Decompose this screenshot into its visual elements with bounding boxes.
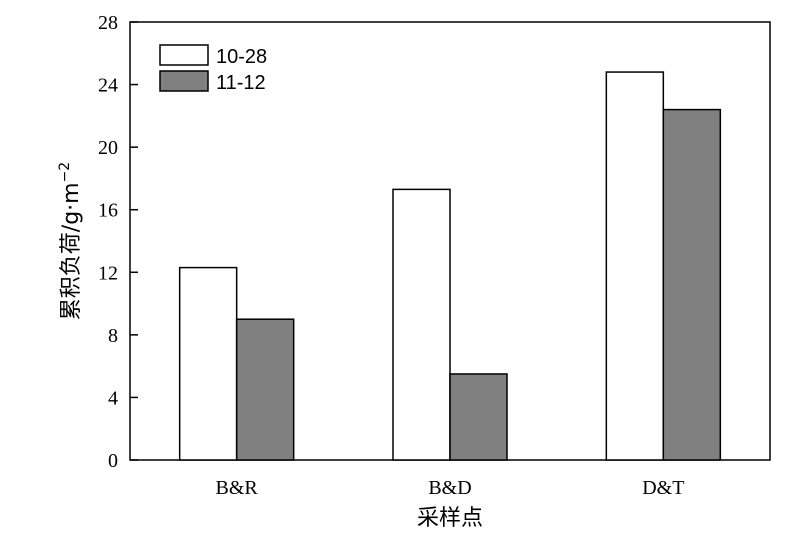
legend-label: 10-28	[216, 46, 267, 68]
y-axis-title: 累积负荷/g·m−2	[57, 162, 84, 320]
bar-10-28-B&D	[392, 188, 451, 461]
bar-11-12-D&T	[662, 108, 722, 461]
x-tick-label: B&R	[216, 477, 259, 499]
x-tick-label: D&T	[642, 477, 684, 499]
y-tick-label: 8	[108, 325, 118, 347]
y-axis-title-superscript: −2	[57, 162, 73, 183]
y-tick-label: 20	[98, 137, 118, 159]
y-tick-label: 16	[98, 200, 118, 222]
y-tick-label: 12	[98, 262, 118, 284]
x-tick-label: B&D	[428, 477, 471, 499]
bar-11-12-B&R	[235, 318, 295, 461]
bar-10-28-B&R	[178, 266, 238, 461]
y-axis: 0 4 8 12 16 20 24 28	[98, 12, 138, 472]
y-axis-title-main: 累积负荷/g·m	[59, 182, 84, 320]
y-axis-title-group: 累积负荷/g·m−2	[57, 162, 84, 320]
legend-label: 11-12	[216, 72, 266, 94]
y-tick-label: 28	[98, 12, 118, 34]
legend-swatch	[159, 70, 209, 92]
x-axis-title: 采样点	[417, 506, 483, 531]
bars	[178, 71, 722, 461]
y-tick-label: 24	[98, 75, 118, 97]
y-tick-label: 4	[108, 387, 118, 409]
bar-10-28-D&T	[605, 71, 665, 461]
y-tick-label: 0	[108, 450, 118, 472]
legend-swatch	[159, 44, 209, 66]
legend: 10-28 11-12	[159, 44, 267, 94]
bar-11-12-B&D	[449, 373, 508, 461]
